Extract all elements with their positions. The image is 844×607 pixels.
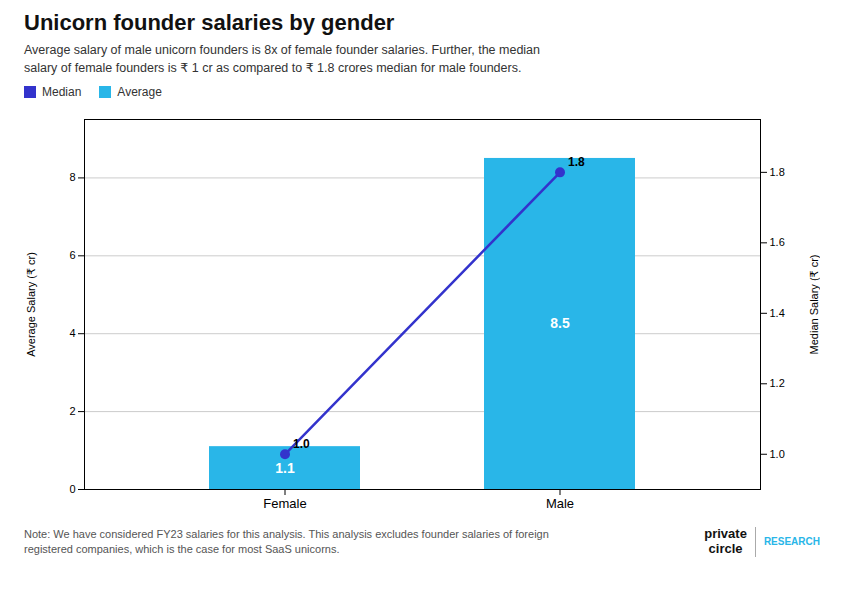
html-text:Average salary of male unicorn: Average salary of male unicorn founders … xyxy=(24,43,540,75)
svg-text:Average Salary (₹ cr): Average Salary (₹ cr) xyxy=(25,252,37,357)
svg-text:1.6: 1.6 xyxy=(770,236,785,248)
svg-text:1.8: 1.8 xyxy=(568,155,585,169)
svg-text:Male: Male xyxy=(546,496,574,511)
svg-text:8: 8 xyxy=(69,171,75,183)
svg-text:4: 4 xyxy=(69,327,75,339)
svg-text:2: 2 xyxy=(69,405,75,417)
svg-text:Female: Female xyxy=(263,496,306,511)
svg-text:1.8: 1.8 xyxy=(770,166,785,178)
svg-text:1.0: 1.0 xyxy=(770,448,785,460)
svg-text:8.5: 8.5 xyxy=(550,315,570,331)
svg-text:1.2: 1.2 xyxy=(770,377,785,389)
svg-text:Median Salary (₹ cr): Median Salary (₹ cr) xyxy=(808,255,820,355)
html-text:RESEARCH: RESEARCH xyxy=(763,536,820,548)
svg-text:6: 6 xyxy=(69,249,75,261)
html-text:Unicorn founder salaries by ge: Unicorn founder salaries by gender xyxy=(24,10,395,35)
svg-text:1.1: 1.1 xyxy=(275,460,295,476)
html-text:Note: We have considered FY23: Note: We have considered FY23 salaries f… xyxy=(24,528,549,555)
svg-text:1.0: 1.0 xyxy=(293,437,310,451)
html-text:Median: Median xyxy=(42,85,82,99)
html-text:private circle: private circle xyxy=(704,526,747,556)
svg-text:1.4: 1.4 xyxy=(770,307,785,319)
svg-text:0: 0 xyxy=(69,483,75,495)
html-text:Average: Average xyxy=(117,85,162,99)
